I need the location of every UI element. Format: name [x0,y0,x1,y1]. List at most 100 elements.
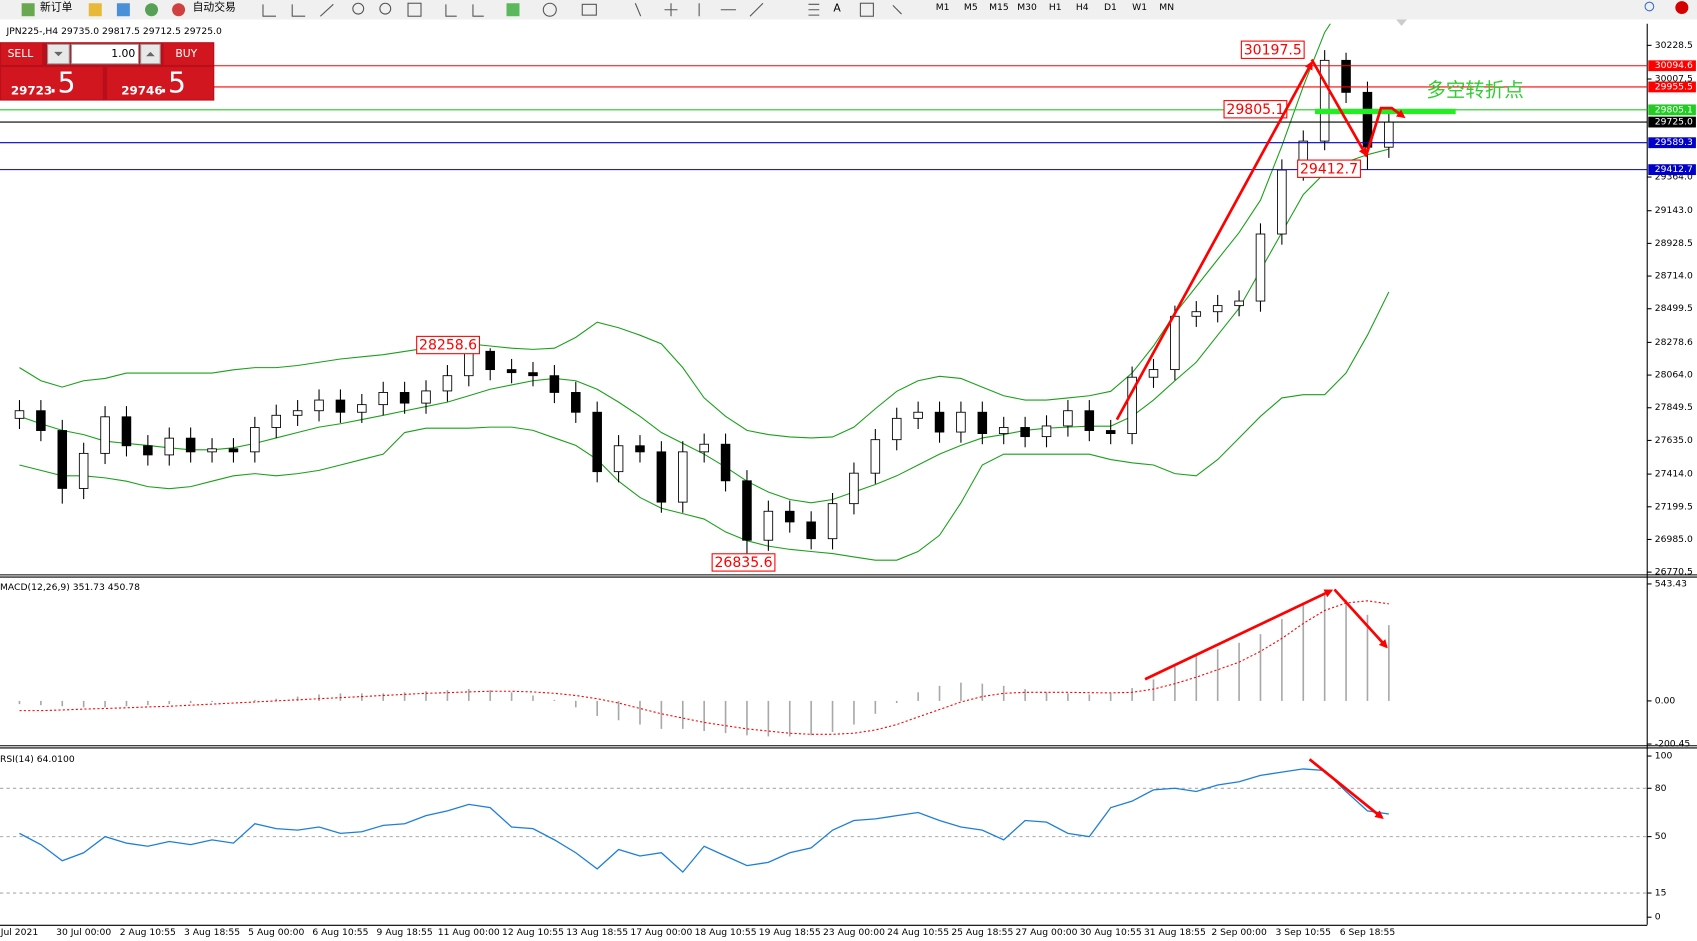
candle-body [271,414,282,428]
buy-price[interactable]: 29746 [121,83,162,97]
arrow [1364,106,1406,158]
icon[interactable] [407,2,422,17]
icon[interactable] [172,3,186,17]
y-tick-label: 28278.6 [1655,337,1693,348]
x-tick-label: 9 Aug 18:55 [377,927,433,938]
drawings [1115,58,1456,820]
icon[interactable] [54,51,63,57]
candle-body [742,480,752,541]
candle-body [464,350,474,377]
indicator-title: MACD(12,26,9) 351.73 450.78 [0,582,140,593]
candle-body [485,350,495,371]
candle-body [699,443,709,453]
candle-body [143,445,153,456]
icon[interactable] [581,3,597,16]
timeframe[interactable]: M15 [989,2,1009,13]
icon[interactable] [379,2,392,15]
price-label-box [711,553,776,572]
y-tick-label: 27414.0 [1655,469,1693,480]
icon[interactable] [145,3,159,17]
candle-body [571,392,581,413]
candle-body [1234,300,1244,307]
y-tick-label: 50 [1655,831,1667,842]
y-tick-label: 100 [1655,751,1673,762]
x-tick-label: 25 Aug 18:55 [951,927,1013,938]
icon[interactable] [352,2,365,15]
timeframe[interactable]: W1 [1132,2,1147,13]
candle-body [228,448,239,453]
candle-body [1105,430,1116,435]
candle-body [1170,315,1180,371]
candle-body [421,390,431,404]
icon[interactable] [21,3,35,17]
candle-body [913,411,923,419]
y-tick-label: 543.43 [1655,578,1687,589]
icon[interactable] [542,2,557,17]
level-tag [1648,164,1696,176]
timeframe[interactable]: H1 [1049,2,1062,13]
sell-label[interactable]: SELL [8,47,34,60]
sell-button[interactable] [1,43,43,65]
y-tick-label: 26770.5 [1655,567,1693,578]
y-tick-label: 15 [1655,888,1667,899]
level-label: 29412.7 [1655,164,1693,175]
candle-body [806,521,816,540]
icon[interactable] [859,2,874,17]
candle-body [1277,169,1287,235]
candle-body [784,510,795,523]
candle-body [292,410,303,416]
icon[interactable] [262,3,334,17]
text-tool[interactable]: A [833,2,841,15]
icon[interactable] [146,51,155,57]
buy-button[interactable] [163,43,214,65]
candle-body [14,410,25,419]
volume-input[interactable] [70,43,140,65]
icon[interactable] [506,3,520,17]
sell-price-box[interactable] [1,67,103,100]
level-tag [1648,116,1696,128]
candle-body [1212,305,1223,313]
volume[interactable]: 1.00 [111,47,135,60]
timeframes: M1 M5 M15 M30 H1 H4 D1 W1 MN [936,2,1174,13]
candle-body [335,399,346,413]
timeframe[interactable]: M30 [1017,2,1037,13]
buy-price-box[interactable] [107,67,214,100]
y-tick-label: 28928.5 [1655,238,1693,249]
candle-body [164,437,175,456]
timeframe[interactable]: D1 [1104,2,1117,13]
icon[interactable] [1675,1,1689,15]
y-tick-label: 27199.5 [1655,501,1693,512]
y-tick-label: 0 [1655,912,1661,923]
candle-body [956,411,966,433]
auto-trading[interactable]: 自动交易 [193,0,236,14]
sell-pips[interactable]: .5 [49,66,76,99]
macd-signal [19,600,1389,735]
y-tick-label: 30228.5 [1655,40,1693,51]
level-tag [1648,81,1696,93]
buy-label[interactable]: BUY [175,47,197,60]
candle-body [656,451,667,503]
buy-pips[interactable]: .5 [159,66,186,99]
search-icon[interactable] [1644,1,1655,12]
timeframe[interactable]: MN [1159,2,1174,13]
icon[interactable] [116,3,130,17]
candle-body [314,399,324,412]
new-order[interactable]: 新订单 [40,0,73,14]
icon[interactable] [88,3,102,17]
timeframe[interactable]: M5 [964,2,978,13]
y-tick-label: 29143.0 [1655,205,1693,216]
candle-body [57,430,68,489]
chart-window [0,19,1697,941]
timeframe[interactable]: M1 [936,2,950,13]
bollinger-upper [19,23,1331,439]
timeframe[interactable]: H4 [1076,2,1089,13]
candle-body [1127,376,1137,435]
sell-price[interactable]: 29723 [11,83,52,97]
candle-body [977,411,988,435]
y-tick-label: 28499.5 [1655,303,1693,314]
y-tick-label: 27635.0 [1655,435,1693,446]
arrow [1144,589,1334,681]
icon[interactable] [445,2,902,17]
